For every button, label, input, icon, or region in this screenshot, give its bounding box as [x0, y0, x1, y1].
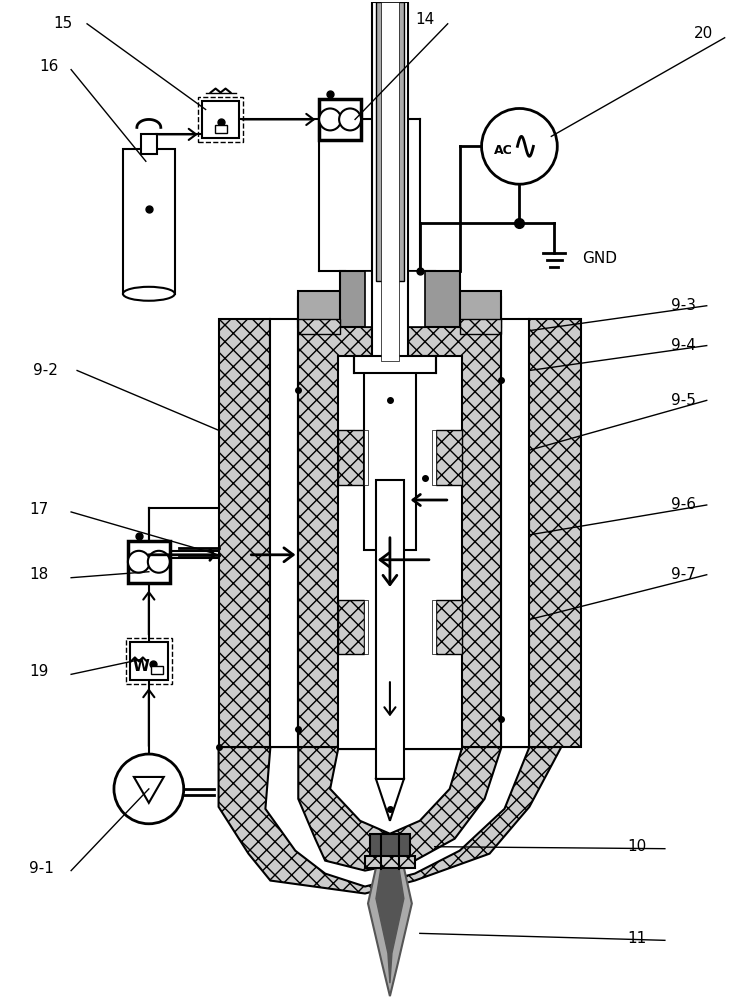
Bar [151, 666, 163, 674]
Bar [198, 97, 244, 142]
Bar [298, 291, 502, 321]
Bar [376, 2, 404, 281]
Bar [215, 125, 227, 133]
Text: 9-3: 9-3 [671, 298, 696, 313]
Polygon shape [376, 868, 404, 983]
Bar [354, 356, 435, 373]
Bar [298, 319, 340, 334]
Text: 9-6: 9-6 [671, 497, 696, 512]
Bar [201, 101, 240, 138]
Bar [435, 430, 462, 485]
Bar [364, 600, 368, 654]
Text: 11: 11 [627, 931, 646, 946]
Bar [432, 600, 435, 654]
Bar [218, 319, 270, 747]
Bar [529, 319, 582, 747]
Text: 9-5: 9-5 [671, 393, 696, 408]
Bar [130, 642, 168, 680]
Ellipse shape [123, 287, 175, 301]
Bar [381, 2, 399, 361]
Bar [123, 149, 175, 294]
Text: 9-2: 9-2 [33, 363, 58, 378]
Bar [365, 856, 415, 868]
Bar [364, 430, 368, 485]
Text: W: W [133, 659, 150, 674]
Bar [126, 638, 172, 684]
Text: GND: GND [582, 251, 617, 266]
Bar [298, 319, 502, 747]
Polygon shape [218, 747, 562, 894]
Circle shape [339, 108, 361, 130]
Bar [364, 370, 415, 550]
Text: 9-1: 9-1 [30, 861, 54, 876]
Text: 15: 15 [53, 16, 72, 31]
Bar [338, 430, 364, 485]
Circle shape [114, 754, 184, 824]
Bar [460, 319, 502, 334]
Circle shape [482, 108, 557, 184]
Text: 10: 10 [627, 839, 646, 854]
Polygon shape [298, 747, 502, 871]
Text: 9-7: 9-7 [671, 567, 696, 582]
Bar [270, 319, 298, 747]
Bar [128, 541, 170, 583]
Polygon shape [368, 868, 412, 996]
Bar [320, 99, 361, 140]
Text: 19: 19 [30, 664, 49, 679]
Circle shape [320, 108, 341, 130]
Text: 18: 18 [30, 567, 49, 582]
Bar [452, 297, 502, 327]
Circle shape [128, 551, 150, 573]
Bar [338, 600, 364, 654]
Bar [340, 271, 460, 327]
Bar [338, 356, 462, 749]
Bar [376, 480, 404, 779]
Bar [365, 271, 425, 327]
Text: 20: 20 [694, 26, 713, 41]
Bar [435, 600, 462, 654]
Text: 17: 17 [30, 502, 49, 517]
Bar [432, 430, 435, 485]
Polygon shape [376, 779, 404, 821]
Text: 14: 14 [415, 12, 434, 27]
Bar [298, 297, 348, 327]
Text: AC: AC [494, 144, 512, 157]
Bar [502, 319, 529, 747]
Circle shape [148, 551, 170, 573]
Bar [372, 2, 408, 361]
Text: 16: 16 [39, 59, 58, 74]
Text: 9-4: 9-4 [671, 338, 696, 353]
Bar [370, 834, 410, 859]
Bar [141, 134, 156, 154]
Polygon shape [266, 747, 529, 887]
Polygon shape [330, 749, 462, 834]
Polygon shape [134, 777, 164, 803]
